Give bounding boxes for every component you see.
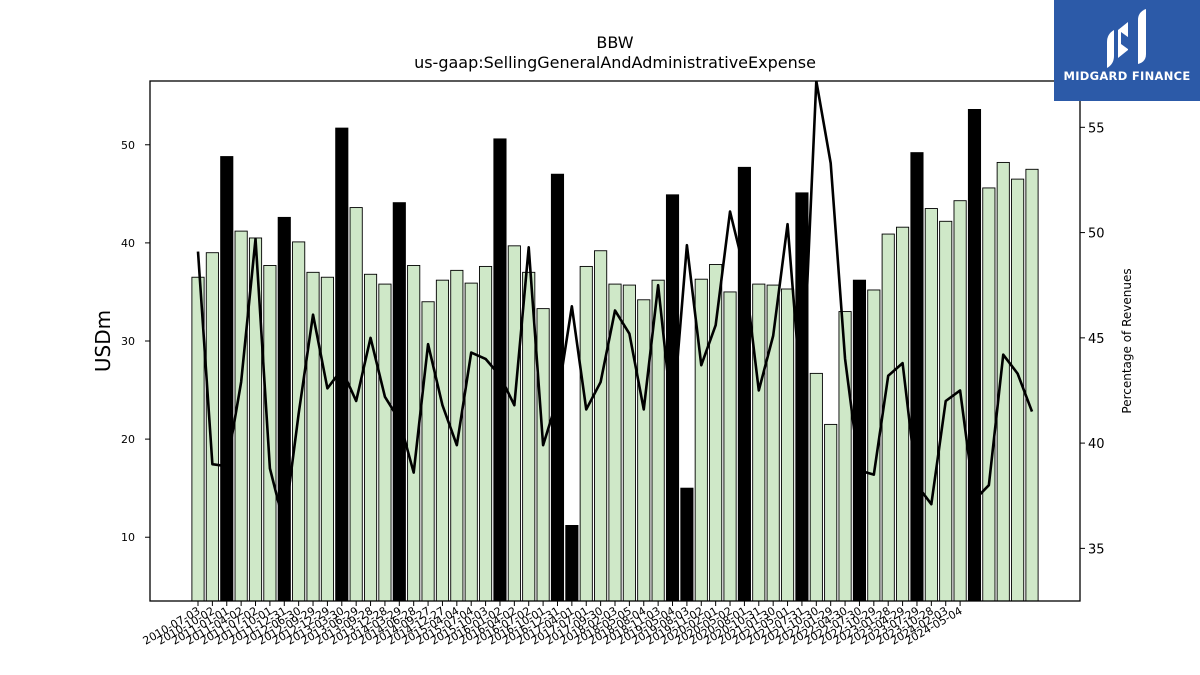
bar [277, 216, 291, 601]
bar [220, 156, 234, 601]
bar [565, 525, 579, 601]
bar [450, 269, 464, 601]
y2-axis-label: Percentage of Revenues [1120, 268, 1134, 413]
bar [320, 276, 334, 601]
y2-tick-label: 45 [1088, 332, 1105, 347]
y-tick-label: 30 [121, 335, 135, 348]
bar [378, 283, 392, 601]
bar [1011, 178, 1025, 601]
bar [234, 230, 248, 601]
bar [953, 200, 967, 601]
bar [191, 276, 205, 601]
y2-tick-label: 50 [1088, 227, 1105, 242]
y-tick-label: 50 [121, 139, 135, 152]
y2-tick-label: 35 [1088, 542, 1105, 557]
bar [407, 265, 421, 601]
y-tick-label: 20 [121, 433, 135, 446]
bar [507, 245, 521, 601]
logo-text: MIDGARD FINANCE [1063, 69, 1191, 83]
axes-layer: 102030405035404550552010-07-032010-10-02… [121, 80, 1105, 648]
bar [464, 282, 478, 601]
bar [363, 273, 378, 601]
bar [680, 487, 694, 601]
chart-title: BBW [596, 33, 633, 52]
y-axis-label: USDm [91, 310, 115, 372]
bar [263, 265, 277, 601]
y-tick-label: 10 [121, 531, 135, 544]
bar [435, 279, 450, 601]
bar [709, 264, 723, 601]
bar [479, 265, 493, 601]
bar [996, 161, 1010, 601]
bar [766, 284, 780, 601]
y-tick-label: 40 [121, 237, 135, 250]
bar [1025, 168, 1039, 601]
bar [622, 284, 636, 601]
line-layer [196, 81, 1034, 527]
bar [896, 226, 910, 601]
bar [881, 233, 895, 601]
bar [939, 220, 953, 601]
bar [608, 283, 622, 601]
bar [306, 271, 320, 601]
bar [205, 252, 219, 601]
pct-line [196, 81, 1034, 527]
bar [637, 299, 651, 601]
bar [752, 283, 766, 601]
chart-subtitle: us-gaap:SellingGeneralAndAdministrativeE… [414, 53, 816, 72]
bar [852, 279, 867, 601]
bar [550, 173, 565, 601]
bar [737, 166, 751, 601]
bar [392, 202, 406, 601]
logo-mark-icon [1107, 9, 1146, 68]
midgard-finance-logo: MIDGARD FINANCE [1054, 0, 1200, 101]
bar [967, 108, 982, 601]
bars-layer [191, 108, 1039, 601]
y2-tick-label: 55 [1088, 121, 1105, 136]
bar [335, 127, 349, 601]
bar [780, 288, 795, 601]
bar [809, 372, 823, 601]
bar [536, 308, 550, 601]
bar [579, 265, 593, 601]
bar [824, 423, 838, 601]
bar [349, 207, 363, 601]
bar [982, 187, 996, 601]
bar [594, 250, 608, 601]
bar [910, 152, 924, 601]
bar [924, 208, 938, 601]
bar [665, 194, 680, 601]
y2-tick-label: 40 [1088, 437, 1105, 452]
bar [651, 279, 665, 601]
bar [723, 291, 737, 601]
bar [522, 271, 536, 601]
bar [867, 289, 881, 601]
